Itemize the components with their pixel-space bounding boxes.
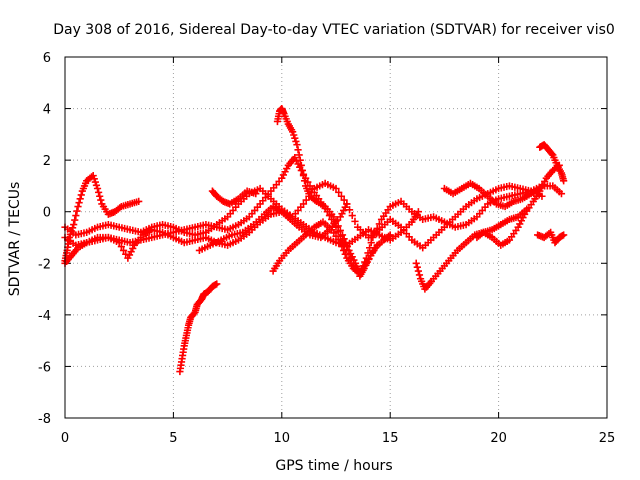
data-point [364, 255, 373, 264]
data-point [300, 177, 309, 185]
y-tick-label: -6 [38, 360, 51, 375]
data-point [292, 137, 300, 146]
data-point [367, 251, 375, 260]
data-point [337, 192, 346, 200]
data-point [70, 221, 78, 229]
y-axis-label: SDTVAR / TECUs [7, 182, 23, 297]
data-point [335, 188, 343, 196]
data-point [415, 271, 424, 279]
data-point [97, 196, 105, 204]
data-point [332, 217, 340, 225]
data-point [343, 200, 351, 208]
data-point [290, 131, 298, 139]
data-point [291, 134, 299, 142]
data-point [334, 222, 342, 230]
data-point [336, 226, 344, 235]
data-point [414, 267, 422, 275]
data-point [299, 172, 308, 180]
data-point [213, 280, 221, 288]
data-point [91, 178, 99, 186]
x-tick-label: 0 [61, 431, 69, 446]
y-tick-label: 0 [43, 206, 51, 221]
data-point [96, 192, 104, 200]
data-point [339, 246, 348, 254]
data-point [77, 191, 85, 199]
data-point [89, 172, 97, 180]
data-point [330, 213, 338, 221]
data-point [560, 177, 568, 185]
data-point [295, 151, 303, 159]
data-point [296, 156, 304, 164]
data-point [297, 161, 305, 169]
data-point [252, 190, 260, 198]
data-point [348, 211, 356, 220]
data-point [298, 166, 306, 175]
x-tick-label: 5 [169, 431, 177, 446]
series-track-a [61, 172, 143, 265]
data-point [289, 128, 297, 136]
data-point [294, 146, 302, 154]
y-tick-label: -4 [38, 309, 51, 324]
chart-title: Day 308 of 2016, Sidereal Day-to-day VTE… [53, 22, 615, 38]
data-point [72, 211, 80, 220]
data-point [332, 184, 340, 193]
series-track-n [208, 187, 260, 208]
data-point [90, 175, 98, 183]
data-point [548, 150, 556, 158]
series-track-e [195, 200, 351, 254]
data-point [560, 231, 568, 239]
y-tick-label: -8 [38, 412, 51, 427]
series-track-k [536, 141, 568, 185]
data-point [71, 216, 79, 224]
data-point [386, 231, 394, 239]
data-point [338, 231, 347, 239]
data-point [340, 196, 348, 204]
x-tick-label: 10 [274, 431, 291, 446]
data-point [115, 239, 123, 247]
x-tick-label: 15 [382, 431, 399, 446]
y-tick-label: 6 [43, 51, 51, 66]
data-point [369, 248, 377, 256]
tick-labels: 0 5 10 15 20 25 -8 -6 -4 -2 0 2 4 6 [38, 51, 615, 446]
data-point [351, 217, 359, 225]
data-point [299, 200, 308, 208]
series-track-j [473, 161, 563, 249]
data-point [304, 178, 312, 186]
plot-frame [64, 56, 608, 419]
series-track-i [440, 179, 544, 211]
data-point [414, 208, 422, 216]
data-point [293, 141, 301, 149]
data-point [302, 196, 310, 204]
data-point [336, 239, 344, 247]
y-tick-label: 2 [43, 154, 51, 169]
data-point [76, 195, 84, 203]
data-point [362, 259, 370, 267]
y-tick-label: -2 [38, 257, 51, 272]
data-point [338, 242, 346, 251]
data-point [95, 188, 103, 196]
data-point [413, 263, 421, 271]
data-point [74, 202, 82, 211]
data-point [341, 250, 349, 258]
x-tick-label: 20 [490, 431, 507, 446]
x-axis-label: GPS time / hours [275, 458, 392, 474]
data-point [73, 207, 81, 215]
data-point [367, 239, 375, 247]
data-point [93, 184, 102, 193]
data-point [117, 242, 125, 251]
series-track-g [269, 218, 394, 278]
data-point [92, 181, 101, 189]
data-point [135, 197, 143, 205]
x-tick-label: 25 [599, 431, 616, 446]
series-track-m [176, 280, 221, 376]
data-point [75, 199, 83, 207]
data-point [119, 246, 128, 254]
data-point [412, 259, 420, 267]
y-tick-label: 4 [43, 103, 51, 118]
data-points [61, 104, 568, 376]
series-track-l [534, 228, 568, 247]
data-point [557, 190, 566, 198]
